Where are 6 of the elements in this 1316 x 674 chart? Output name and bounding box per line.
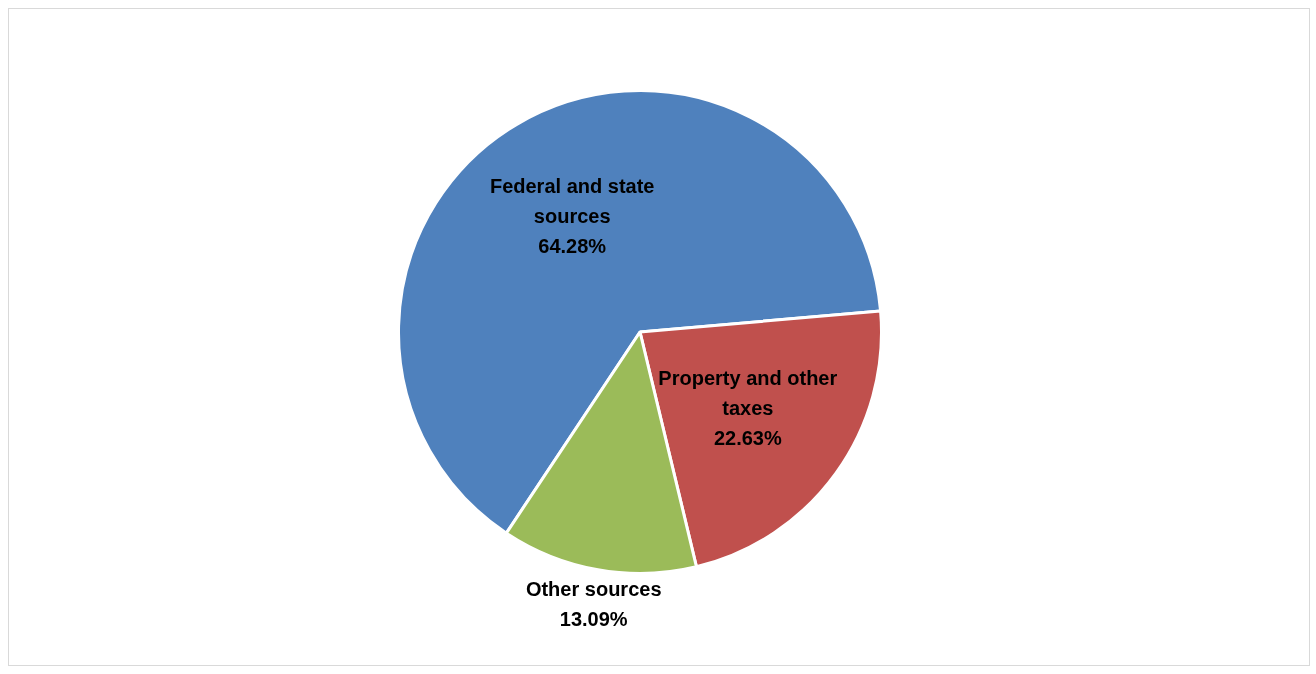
data-label: 13.09% [559,608,628,631]
data-label: 22.63% [713,427,782,450]
data-label: 64.28% [538,235,607,258]
slice-label: Federal and state sources [489,175,655,228]
slice-label: Property and other taxes [658,367,838,420]
slice-label: Other sources [525,578,662,601]
